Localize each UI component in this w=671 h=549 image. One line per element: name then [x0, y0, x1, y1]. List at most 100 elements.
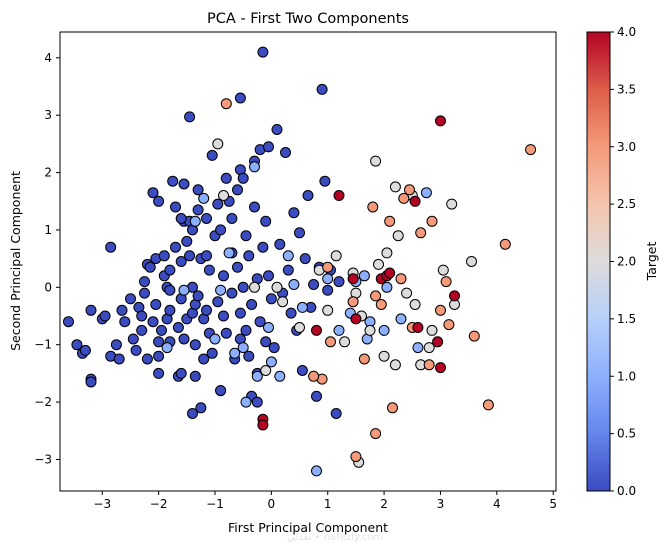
scatter-point	[175, 213, 187, 224]
scatter-point	[347, 296, 359, 308]
scatter-point	[325, 336, 336, 348]
scatter-point	[319, 175, 331, 187]
scatter-point	[220, 98, 232, 110]
colorbar	[586, 31, 611, 492]
x-tick-label: 2	[380, 497, 388, 511]
scatter-point	[423, 342, 435, 354]
scatter-point	[288, 279, 300, 290]
scatter-point	[161, 342, 173, 354]
scatter-point	[426, 215, 438, 227]
scatter-point	[147, 187, 159, 199]
colorbar-axis: 0.0 0.5 1.0 1.5 2.0 2.5 3.0 3.5 4.0	[610, 25, 636, 498]
scatter-point	[110, 339, 122, 351]
scatter-point	[232, 184, 243, 196]
scatter-point	[141, 353, 153, 365]
scatter-point	[257, 241, 269, 253]
scatter-point	[420, 187, 432, 199]
y-tick-label: −2	[34, 395, 52, 409]
chart-title: PCA - First Two Components	[207, 11, 409, 27]
scatter-point	[226, 287, 238, 299]
scatter-point	[285, 307, 297, 319]
colorbar-tick-label: 3.0	[617, 140, 636, 154]
scatter-point	[198, 192, 210, 204]
scatter-point	[525, 144, 537, 156]
y-axis: −3 −2 −1 0 1 2 3 4	[34, 51, 60, 466]
scatter-point	[322, 261, 334, 273]
scatter-point	[392, 230, 404, 242]
colorbar-tick-label: 0.5	[617, 427, 636, 441]
scatter-point	[482, 399, 494, 411]
scatter-point	[119, 316, 131, 328]
scatter-point	[201, 213, 212, 224]
scatter-point	[192, 290, 204, 302]
scatter-point	[384, 215, 396, 227]
scatter-point	[218, 270, 229, 282]
y-tick-label: 0	[44, 280, 52, 294]
scatter-point	[294, 322, 305, 333]
scatter-point	[277, 296, 289, 308]
scatter-point	[265, 356, 277, 368]
scatter-point	[85, 376, 97, 388]
scatter-point	[249, 201, 260, 213]
scatter-point	[249, 161, 260, 173]
scatter-point	[175, 256, 187, 267]
colorbar-tick-label: 0.0	[617, 484, 636, 498]
scatter-point	[240, 396, 252, 408]
scatter-point	[105, 241, 117, 253]
scatter-point	[206, 347, 218, 359]
scatter-point	[218, 310, 229, 322]
x-tick-label: −1	[206, 497, 224, 511]
scatter-point	[203, 264, 215, 276]
scatter-point	[139, 276, 150, 288]
scatter-point	[308, 279, 320, 290]
scatter-point	[175, 367, 187, 379]
x-tick-label: 0	[268, 497, 276, 511]
scatter-point	[435, 304, 446, 316]
x-tick-label: −2	[150, 497, 168, 511]
x-tick-label: 1	[324, 497, 332, 511]
scatter-point	[234, 307, 246, 319]
scatter-point	[220, 327, 232, 339]
scatter-point	[322, 284, 334, 296]
scatter-point	[215, 224, 227, 236]
scatter-point	[378, 350, 390, 362]
scatter-point	[311, 324, 322, 336]
scatter-point	[437, 264, 449, 276]
scatter-point	[130, 344, 142, 356]
scatter-point	[401, 287, 413, 299]
scatter-point	[153, 195, 165, 207]
scatter-point	[136, 310, 148, 322]
scatter-point	[195, 402, 207, 414]
x-tick-label: −3	[93, 497, 111, 511]
scatter-point	[237, 342, 249, 354]
scatter-point	[333, 190, 345, 201]
scatter-point	[350, 313, 362, 325]
scatter-point	[71, 339, 83, 351]
scatter-point	[296, 301, 308, 313]
scatter-point	[156, 324, 167, 336]
scatter-point	[192, 184, 204, 196]
scatter-point	[423, 359, 435, 371]
scatter-point	[367, 201, 379, 213]
scatter-point	[113, 353, 125, 365]
scatter-point	[271, 124, 283, 135]
scatter-point	[358, 270, 370, 282]
scatter-point	[333, 324, 345, 336]
colorbar-tick-label: 1.0	[617, 369, 636, 383]
scatter-point	[375, 299, 387, 310]
scatter-point	[184, 111, 196, 123]
scatter-point	[373, 258, 384, 270]
scatter-point	[257, 46, 269, 58]
scatter-point	[229, 347, 241, 359]
scatter-point	[178, 178, 190, 190]
scatter-point	[387, 402, 398, 414]
scatter-point	[127, 333, 139, 345]
scatter-point	[164, 304, 176, 316]
scatter-point	[187, 408, 198, 419]
scatter-point	[446, 198, 458, 210]
scatter-point	[263, 322, 274, 333]
scatter-point	[189, 370, 201, 382]
scatter-point	[85, 304, 97, 316]
scatter-point	[164, 284, 176, 296]
